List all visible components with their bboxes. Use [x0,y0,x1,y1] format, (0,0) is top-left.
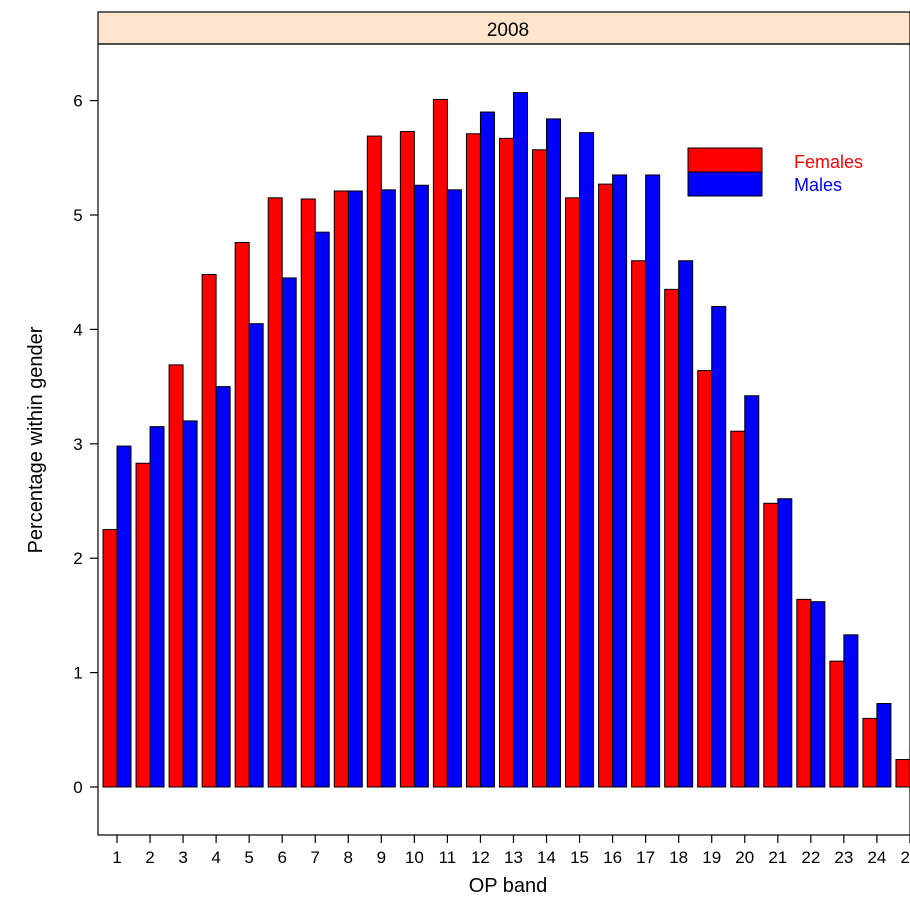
legend-swatch-females [687,147,763,173]
x-axis: 1 2 3 4 5 6 7 8 9 10 11 12 13 14 15 16 17 18 19 20 21 22 23 24 2… [112,835,910,867]
bar-females-8 [333,190,349,788]
y-axis-title: Percentage within gender [25,326,47,553]
bar-males-15 [579,132,595,788]
x-tick-label-18: 18 [669,848,688,867]
bar-males-4 [215,386,231,788]
bar-females-18 [664,288,680,788]
x-tick-label-10: 10 [405,848,424,867]
x-tick-label-5: 5 [244,848,253,867]
bar-males-2 [149,426,165,788]
x-tick-label-23: 23 [834,848,853,867]
bar-females-1 [102,529,118,788]
x-tick-label-12: 12 [471,848,490,867]
bar-females-22 [796,598,812,788]
y-tick-label-3: 3 [73,435,82,454]
bar-females-20 [730,430,746,788]
x-tick-label-13: 13 [504,848,523,867]
bar-males-6 [281,277,297,788]
bar-males-12 [479,111,495,788]
bar-males-20 [744,395,760,788]
x-tick-label-24: 24 [867,848,886,867]
bar-males-5 [248,323,264,788]
x-tick-label-2: 2 [145,848,154,867]
legend: Females Males [687,147,863,197]
bar-males-10 [413,184,429,788]
x-tick-label-15: 15 [570,848,589,867]
y-axis: 0 1 2 3 4 5 6 [73,92,98,797]
y-tick-label-4: 4 [73,320,82,339]
bar-females-12 [465,133,481,788]
bar-males-9 [380,189,396,788]
bar-males-18 [678,260,694,788]
bar-males-1 [116,445,132,788]
y-tick-label-5: 5 [73,206,82,225]
bar-females-6 [267,197,283,788]
x-tick-label-8: 8 [344,848,353,867]
x-tick-label-1: 1 [112,848,121,867]
x-tick-label-22: 22 [801,848,820,867]
x-tick-label-21: 21 [768,848,787,867]
bar-females-16 [598,183,614,788]
bar-females-7 [300,198,316,788]
x-tick-label-9: 9 [377,848,386,867]
bar-males-22 [810,601,826,788]
bar-females-13 [498,137,514,788]
x-tick-label-3: 3 [178,848,187,867]
bar-males-3 [182,420,198,788]
bar-females-23 [829,660,845,788]
bar-females-21 [763,502,779,788]
strip-title: 2008 [487,20,529,41]
bar-females-3 [168,364,184,788]
x-tick-label-17: 17 [636,848,655,867]
bar-females-17 [631,260,647,788]
bar-females-11 [432,98,448,788]
bar-females-9 [366,135,382,788]
bar-males-11 [446,189,462,788]
bar-males-14 [546,118,562,788]
bar-males-19 [711,306,727,788]
bar-females-15 [565,197,581,788]
bar-males-8 [347,190,363,788]
bar-males-13 [512,92,528,788]
x-tick-label-16: 16 [603,848,622,867]
y-tick-label-2: 2 [73,549,82,568]
legend-label-females: Females [794,152,863,172]
x-tick-label-11: 11 [439,848,457,867]
bars-group [102,92,910,788]
bar-females-25 [895,759,910,788]
x-tick-label-25: 25 [900,848,910,867]
legend-label-males: Males [794,175,842,195]
legend-swatch-males [687,171,763,197]
bar-females-14 [532,149,548,788]
bar-females-19 [697,370,713,788]
bar-females-24 [862,717,878,788]
bar-females-5 [234,241,250,788]
x-tick-label-20: 20 [735,848,754,867]
bar-males-21 [777,498,793,788]
y-tick-label-0: 0 [73,778,82,797]
bar-males-17 [645,174,661,788]
bar-females-10 [399,130,415,788]
bar-males-23 [843,634,859,788]
y-tick-label-6: 6 [73,92,82,111]
bar-females-4 [201,273,217,788]
x-tick-label-4: 4 [211,848,220,867]
bar-males-7 [314,231,330,788]
x-tick-label-19: 19 [702,848,721,867]
x-tick-label-6: 6 [277,848,286,867]
x-tick-label-7: 7 [311,848,320,867]
x-tick-label-14: 14 [537,848,556,867]
plot-panel [97,43,910,836]
bar-males-16 [612,174,628,788]
strip-header [97,11,910,45]
bar-females-2 [135,462,151,788]
y-tick-label-1: 1 [73,664,82,683]
bar-males-24 [876,702,892,788]
x-axis-title: OP band [469,875,548,897]
